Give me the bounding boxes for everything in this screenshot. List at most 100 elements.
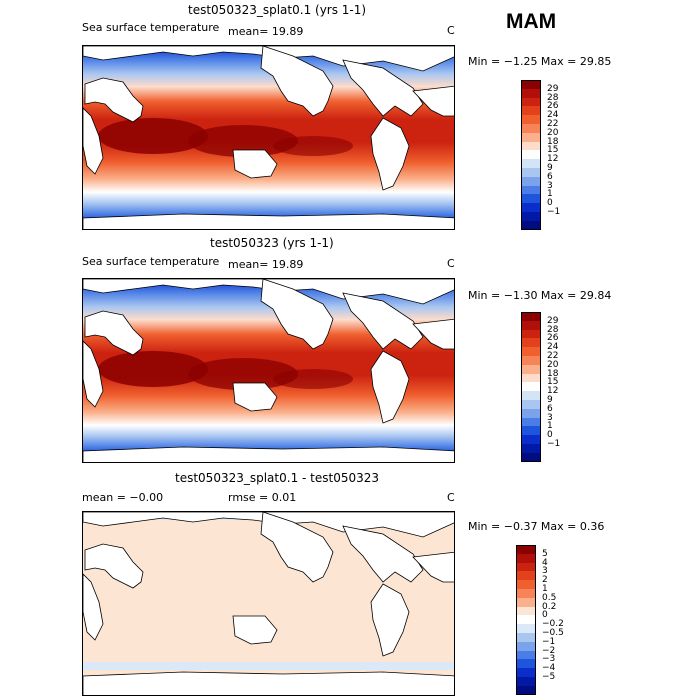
colorbar-cell bbox=[521, 150, 541, 160]
colorbar-tick-label: 15 bbox=[547, 377, 559, 388]
colorbar-tick-label: −1 bbox=[542, 636, 556, 647]
colorbar-tick-label: 15 bbox=[547, 145, 559, 156]
colorbar-tick-label: 12 bbox=[547, 154, 559, 165]
colorbar-tick-label: 3 bbox=[542, 566, 548, 577]
colorbar-tick-label: 1 bbox=[542, 584, 548, 594]
mean-label: mean = −0.00 bbox=[82, 491, 164, 504]
colorbar-tick-label: 6 bbox=[547, 403, 553, 414]
minmax-label: Min = −1.25 Max = 29.85 bbox=[468, 55, 612, 68]
colorbar-cell bbox=[521, 329, 541, 339]
colorbar-tick-label: −2 bbox=[542, 645, 556, 656]
colorbar-cell bbox=[521, 159, 541, 168]
colorbar-cell bbox=[521, 408, 541, 418]
colorbar-cell bbox=[521, 435, 541, 444]
colorbar-cell bbox=[521, 115, 541, 124]
colorbar-cell bbox=[521, 347, 541, 356]
colorbar-cell bbox=[521, 382, 541, 392]
panel-title: test050323_splat0.1 - test050323 bbox=[175, 471, 380, 485]
colorbar-tick-label: −3 bbox=[542, 654, 556, 665]
panel-title: test050323_splat0.1 (yrs 1-1) bbox=[188, 3, 367, 17]
colorbar-tick-label: 9 bbox=[547, 395, 553, 405]
colorbar-cell bbox=[516, 624, 536, 633]
colorbar-cell bbox=[521, 400, 541, 409]
colorbar-cell bbox=[516, 659, 536, 669]
colorbar-cell bbox=[516, 553, 536, 563]
colorbar-cell bbox=[516, 677, 536, 686]
colorbar-cell bbox=[521, 124, 541, 133]
colorbar-cell bbox=[521, 312, 541, 321]
colorbar-tick-label: 22 bbox=[547, 351, 559, 361]
season-label: MAM bbox=[506, 10, 557, 33]
colorbar-tick-label: 0.2 bbox=[542, 601, 557, 612]
colorbar-cell bbox=[516, 545, 536, 554]
colorbar-cell bbox=[516, 606, 536, 616]
minmax-label: Min = −1.30 Max = 29.84 bbox=[468, 289, 612, 302]
colorbar-tick-label: 1 bbox=[547, 189, 553, 200]
colorbar-cell bbox=[521, 364, 541, 374]
colorbar-cell bbox=[516, 641, 536, 651]
colorbar-cell bbox=[521, 444, 541, 453]
colorbar-tick-label: 20 bbox=[547, 359, 559, 370]
colorbar-cell bbox=[521, 185, 541, 195]
colorbar-tick-label: −0.5 bbox=[542, 628, 564, 638]
colorbar-tick-label: 0 bbox=[547, 430, 553, 441]
variable-label: Sea surface temperature bbox=[82, 21, 220, 34]
map-svg bbox=[83, 512, 454, 695]
colorbar-cell bbox=[516, 685, 536, 695]
colorbar-tick-label: 0.5 bbox=[542, 592, 557, 603]
colorbar-cell bbox=[521, 452, 541, 462]
colorbar-tick-label: 28 bbox=[547, 92, 559, 103]
colorbar-tick-label: 4 bbox=[542, 557, 548, 568]
colorbar-tick-label: 2 bbox=[542, 575, 548, 586]
colorbar-tick-label: −0.2 bbox=[542, 619, 564, 630]
colorbar-cell bbox=[516, 615, 536, 625]
colorbar-cell bbox=[521, 417, 541, 427]
colorbar-tick-label: 3 bbox=[547, 412, 553, 423]
colorbar-tick-label: 1 bbox=[547, 421, 553, 432]
colorbar-cell bbox=[521, 203, 541, 212]
colorbar-tick-label: 18 bbox=[547, 136, 559, 147]
colorbar-tick-label: 9 bbox=[547, 163, 553, 173]
colorbar-tick-label: 22 bbox=[547, 119, 559, 129]
colorbar-tick-label: 3 bbox=[547, 180, 553, 191]
colorbar-cell bbox=[516, 597, 536, 607]
mean-label: mean= 19.89 bbox=[228, 25, 304, 38]
colorbar-cell bbox=[521, 426, 541, 436]
colorbar-tick-label: 26 bbox=[547, 333, 559, 344]
colorbar-cell bbox=[521, 132, 541, 142]
colorbar-cell bbox=[516, 562, 536, 572]
colorbar-cell bbox=[521, 97, 541, 107]
colorbar-tick-label: 0 bbox=[542, 610, 548, 621]
sst-map bbox=[82, 278, 455, 463]
map-svg bbox=[83, 279, 454, 462]
sst-map bbox=[82, 45, 455, 230]
colorbar-cell bbox=[521, 320, 541, 330]
colorbar-tick-label: 24 bbox=[547, 110, 559, 121]
colorbar-cell bbox=[516, 650, 536, 660]
colorbar-cell bbox=[521, 168, 541, 177]
colorbar-tick-label: 20 bbox=[547, 127, 559, 138]
colorbar-frame bbox=[521, 312, 541, 462]
colorbar-cell bbox=[516, 668, 536, 677]
colorbar-tick-label: 29 bbox=[547, 83, 559, 94]
colorbar-tick-label: 18 bbox=[547, 368, 559, 379]
colorbar-cell bbox=[521, 106, 541, 116]
colorbar-cell bbox=[521, 194, 541, 204]
colorbar-tick-label: 29 bbox=[547, 315, 559, 326]
colorbar-tick-label: 6 bbox=[547, 171, 553, 182]
colorbar-tick-label: −5 bbox=[542, 672, 556, 682]
colorbar-cell bbox=[521, 88, 541, 98]
colorbar-cell bbox=[516, 571, 536, 581]
difference-map bbox=[82, 511, 455, 696]
colorbar-cell bbox=[521, 373, 541, 383]
colorbar-cell bbox=[521, 220, 541, 230]
units-label: C bbox=[447, 491, 455, 504]
colorbar-tick-label: 28 bbox=[547, 324, 559, 335]
colorbar-cell bbox=[521, 338, 541, 348]
panel-title: test050323 (yrs 1-1) bbox=[210, 236, 334, 250]
colorbar-cell bbox=[521, 176, 541, 186]
colorbar-frame bbox=[516, 545, 536, 695]
colorbar-tick-label: 24 bbox=[547, 342, 559, 353]
colorbar-tick-label: 0 bbox=[547, 198, 553, 209]
colorbar-cell bbox=[521, 356, 541, 365]
